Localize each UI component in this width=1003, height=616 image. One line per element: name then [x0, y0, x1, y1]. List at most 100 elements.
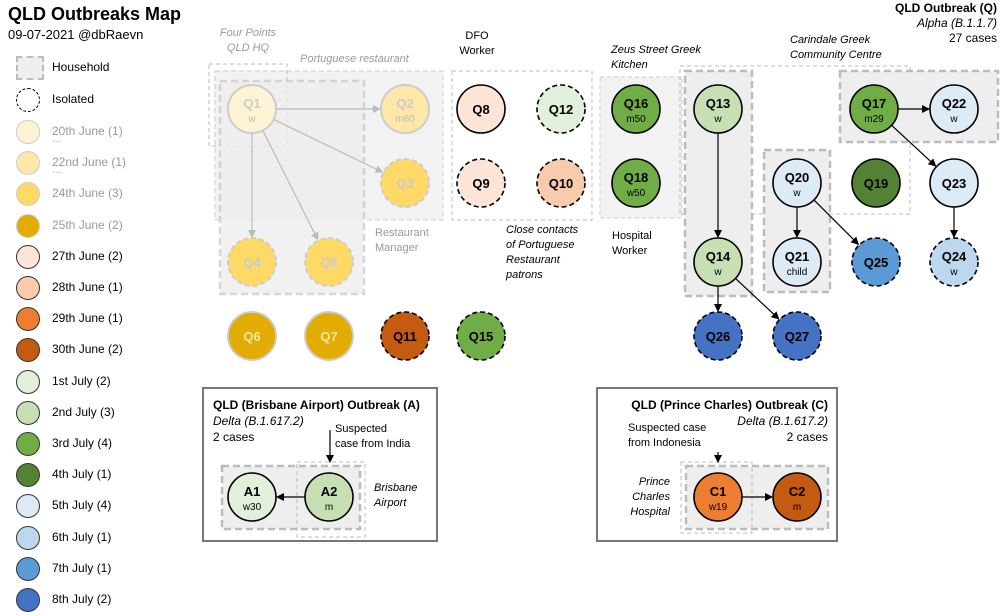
legend-swatch	[16, 556, 40, 581]
case-node-q12: Q12	[536, 84, 586, 134]
case-circle	[456, 158, 506, 208]
case-node-q27: Q27	[772, 311, 822, 361]
location-boxes	[202, 63, 1000, 542]
legend-label: 5th July (4)	[52, 498, 112, 513]
legend-swatch	[16, 369, 40, 394]
edge-q20-q25	[813, 199, 860, 246]
prince-charles-text: Prince Charles Hospital	[630, 476, 670, 518]
case-node-q22: Q22 w	[929, 84, 979, 134]
case-id: Q13	[706, 96, 731, 111]
case-id: Q21	[785, 249, 810, 264]
case-node-q24: Q24 w	[929, 237, 979, 287]
case-node-q8: Q8	[456, 84, 506, 134]
legend-swatch	[16, 276, 40, 300]
case-node-q13: Q13 w	[693, 84, 743, 134]
case-node-a2: A2 m	[304, 472, 354, 522]
suspected-india-text: Suspected case from India	[335, 423, 411, 450]
case-node-q14: Q14 w	[693, 237, 743, 287]
legend-item-date: 2nd July (3)	[16, 400, 181, 427]
case-circle	[227, 237, 277, 287]
case-detail: w	[792, 188, 801, 199]
legend-item-date: 25th June (2)	[16, 213, 181, 240]
case-circle	[227, 472, 277, 522]
case-node-q1: Q1 w	[227, 84, 277, 134]
four-points-text: Four Points QLD HQ	[219, 27, 277, 54]
prince-charles-label: Prince Charles Hospital	[612, 475, 670, 520]
case-circle	[851, 237, 901, 287]
case-circle	[380, 158, 430, 208]
legend-swatch	[16, 525, 40, 550]
case-id: Q5	[320, 255, 337, 270]
legend-label: 24th June (3)	[52, 186, 123, 201]
edge-q1-q5	[262, 130, 319, 241]
legend-swatch	[16, 182, 40, 207]
case-node-q25: Q25	[851, 237, 901, 287]
legend-swatch	[16, 432, 40, 456]
case-node-q10: Q10	[536, 158, 586, 208]
legend-label: 22nd June (1)	[52, 155, 127, 170]
case-circle	[536, 158, 586, 208]
suspected-indonesia-label: Suspected case from Indonesia	[628, 421, 706, 451]
case-id: Q8	[472, 102, 489, 117]
case-id: Q23	[942, 176, 967, 191]
case-circle	[536, 84, 586, 134]
legend-item-date: 29th June (1)	[16, 307, 181, 333]
external-edges	[326, 430, 722, 463]
portuguese-restaurant-label: Portuguese restaurant	[300, 53, 409, 65]
page-subtitle: 09-07-2021 @dbRaevn	[8, 27, 144, 42]
legend-label: 3rd July (4)	[52, 436, 113, 450]
legend-swatch	[16, 463, 40, 488]
brisbane-airport-text: Brisbane Airport	[374, 482, 418, 509]
case-circle	[929, 84, 979, 134]
legend-label: 4th July (1)	[52, 467, 112, 482]
case-id: Q2	[396, 96, 413, 111]
edge-q14-q27	[735, 277, 780, 320]
case-id: Q17	[862, 96, 887, 111]
edge-q1-q3	[273, 118, 384, 173]
legend-swatch	[16, 400, 40, 425]
case-node-q4: Q4	[227, 237, 277, 287]
case-circle	[456, 84, 506, 134]
legend-label: 28th June (1)	[52, 280, 123, 294]
legend-item-date: 4th July (1)	[16, 463, 181, 489]
legend-item-date: 20th June (1)…	[16, 120, 181, 146]
hospital-worker-text: Hospital Worker	[612, 230, 652, 257]
case-id: Q16	[624, 96, 649, 111]
case-node-q6: Q6	[227, 311, 277, 361]
case-circle	[611, 158, 661, 208]
case-id: Q27	[785, 329, 810, 344]
case-circle	[772, 158, 822, 208]
carindale-label: Carindale Greek Community Centre	[790, 33, 882, 63]
legend-swatch	[16, 213, 40, 238]
case-detail: m29	[864, 114, 884, 125]
case-detail: w	[713, 114, 722, 125]
suspected-indonesia-text: Suspected case from Indonesia	[628, 422, 707, 449]
outbreak-a-strain: Delta (B.1.617.2)	[213, 414, 304, 428]
case-node-q11: Q11	[380, 311, 430, 361]
case-circle	[611, 84, 661, 134]
legend-item-date: 22nd June (1)…	[16, 151, 181, 177]
case-id: Q14	[706, 249, 731, 264]
case-id: Q19	[864, 176, 889, 191]
legend-item-date: 7th July (1)	[16, 556, 181, 583]
case-detail: m	[793, 502, 801, 513]
legend-label: Household	[52, 60, 110, 74]
legend-label: 2nd July (3)	[52, 404, 115, 419]
legend-swatch	[16, 494, 40, 519]
legend-swatch	[16, 338, 40, 363]
legend-label: 1st July (2)	[52, 373, 111, 388]
case-id: Q15	[469, 329, 494, 344]
legend-item-isolated: Isolated	[16, 88, 181, 114]
brisbane-airport-label: Brisbane Airport	[374, 481, 417, 511]
case-circle	[304, 311, 354, 361]
legend-item-date: 1st July (2)	[16, 369, 181, 396]
case-id: Q24	[942, 249, 967, 264]
case-circle	[851, 158, 901, 208]
legend-swatch	[16, 588, 40, 612]
household-swatch	[16, 56, 44, 80]
case-detail: m	[325, 502, 333, 513]
